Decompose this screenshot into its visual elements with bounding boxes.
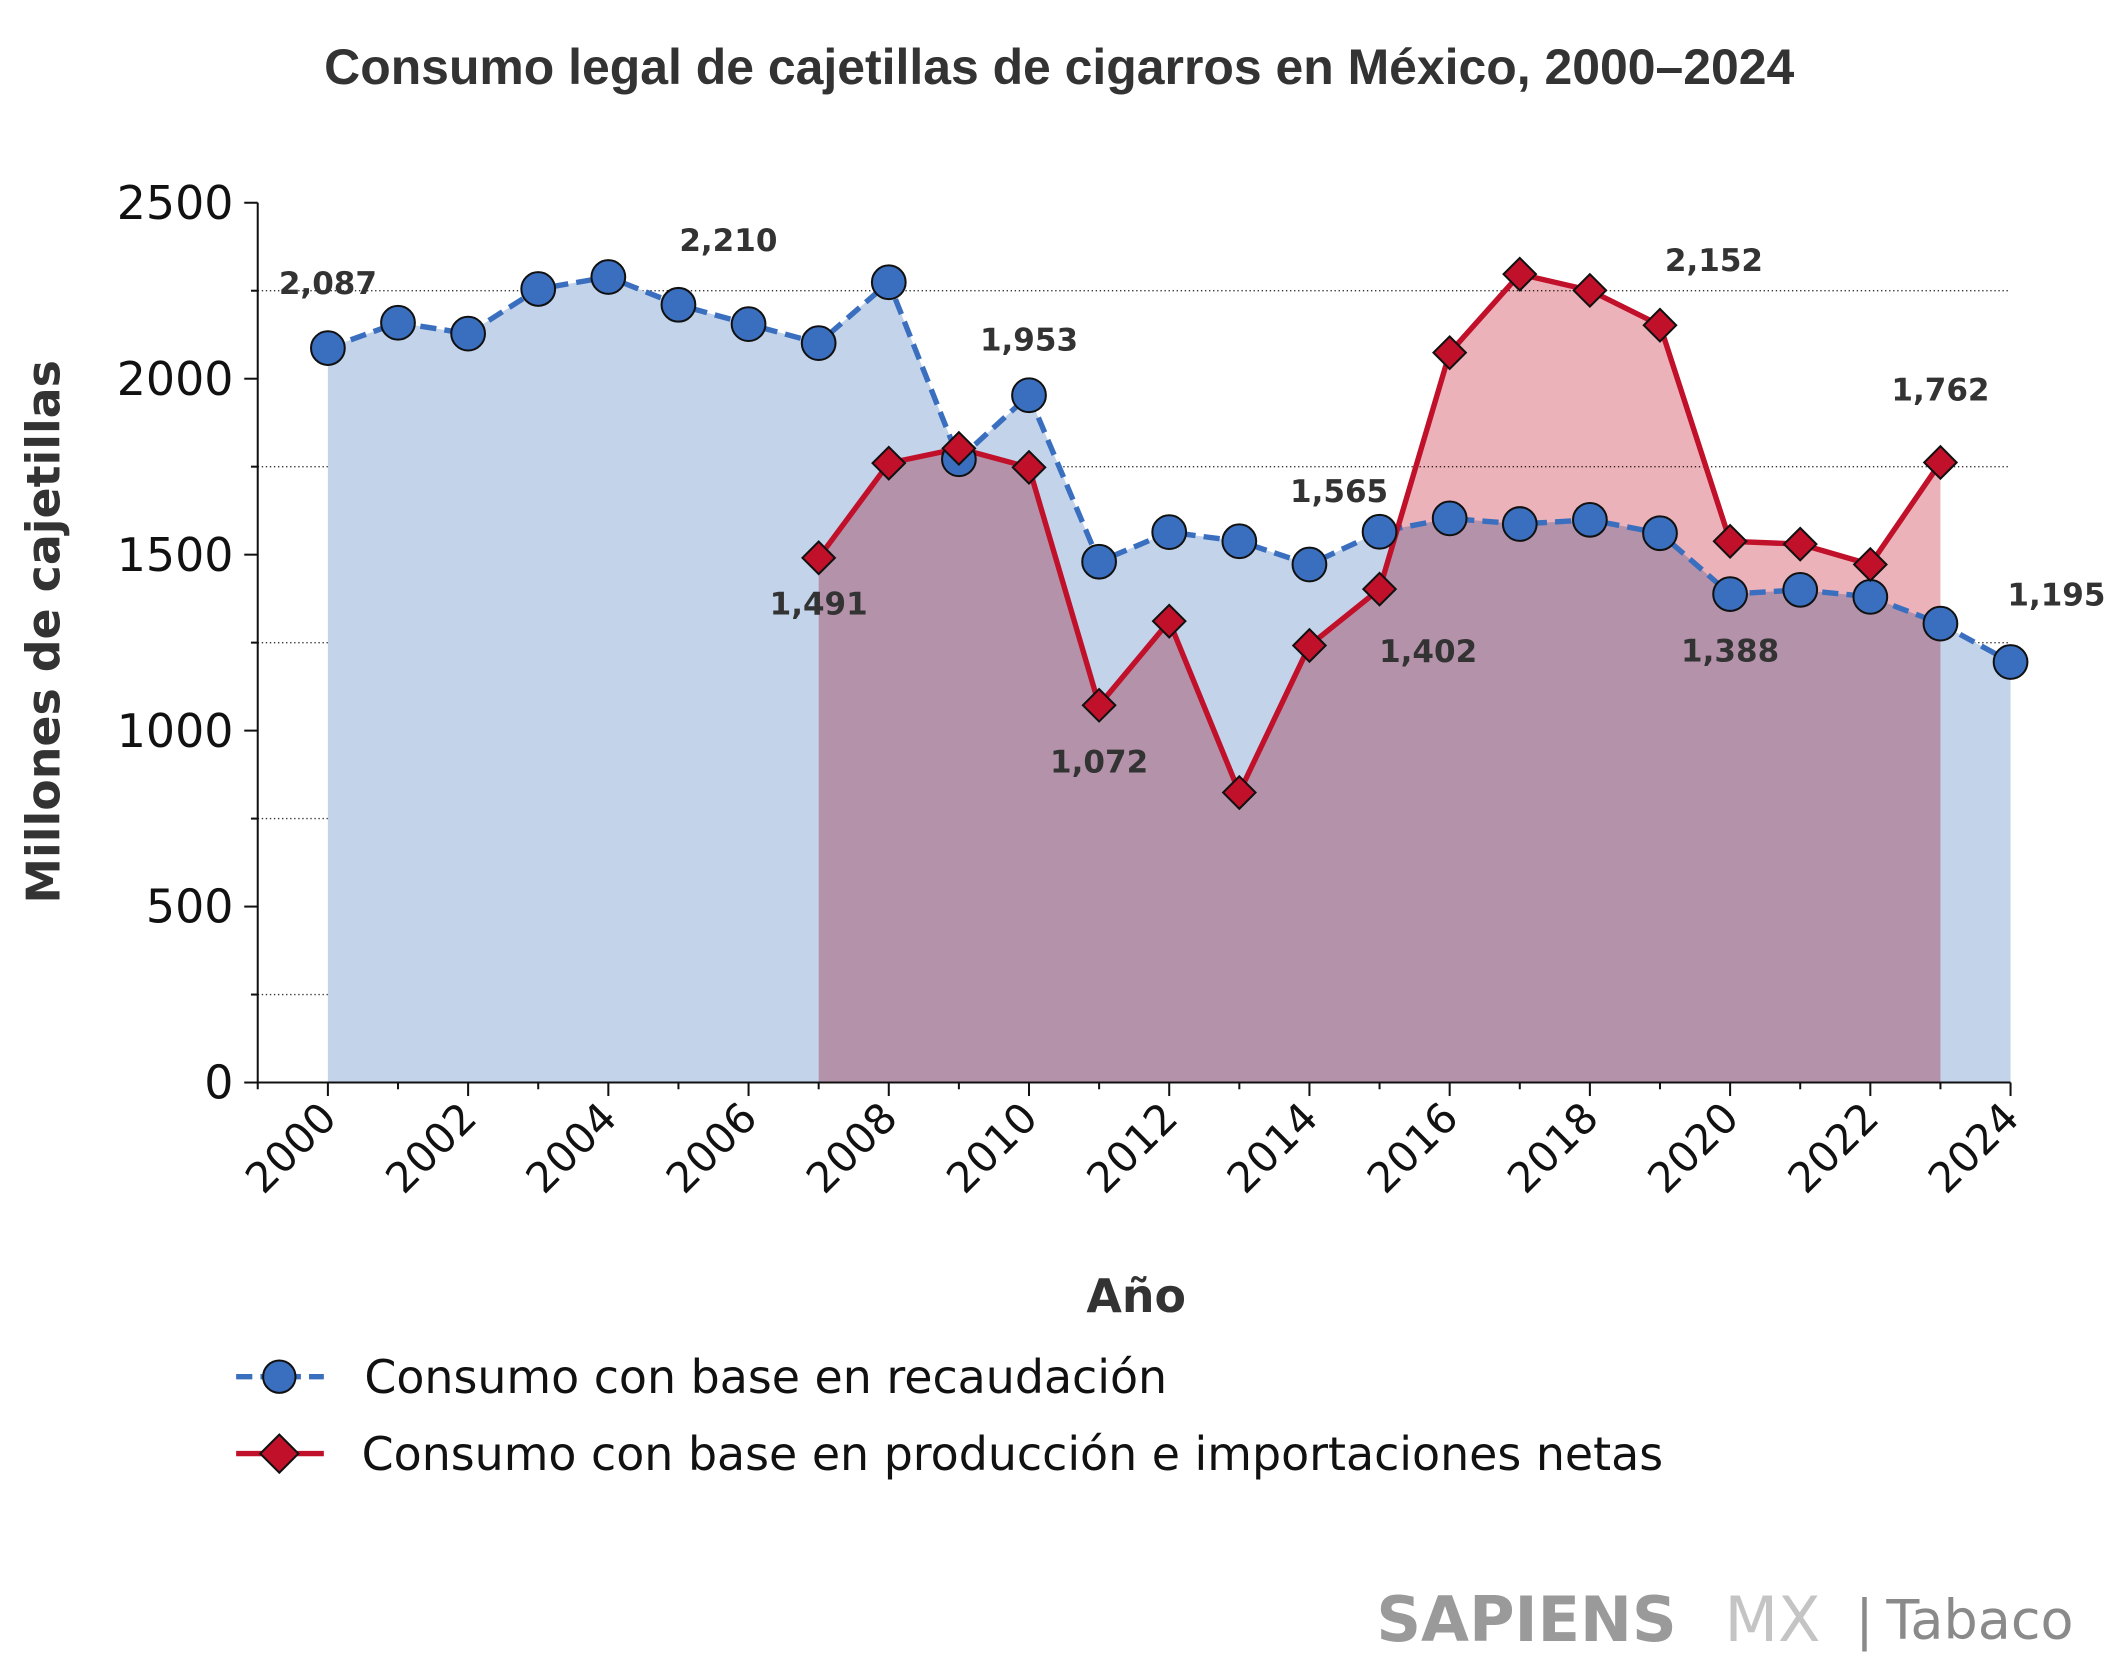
data-label: 1,072	[1050, 745, 1148, 781]
x-tick-label: 2010	[937, 1093, 1047, 1203]
y-tick-label: 2500	[117, 176, 234, 230]
point-recaudacion	[310, 330, 346, 366]
point-recaudacion	[730, 306, 767, 343]
point-produccion	[871, 445, 907, 481]
brand-mx: MX	[1724, 1583, 1820, 1655]
x-tick-label: 2002	[376, 1093, 486, 1203]
y-axis-label: Millones de cajetillas	[16, 360, 70, 903]
brand-separator: |	[1855, 1588, 1873, 1651]
point-produccion	[1572, 272, 1608, 309]
point-produccion	[1221, 774, 1257, 811]
point-produccion	[941, 430, 977, 467]
point-recaudacion	[1291, 546, 1328, 583]
point-produccion	[1081, 687, 1117, 723]
point-produccion	[1361, 571, 1398, 607]
y-tick-label: 1000	[117, 704, 234, 758]
x-tick-label: 2022	[1778, 1093, 1888, 1203]
point-recaudacion	[1221, 523, 1258, 560]
point-produccion	[1852, 546, 1888, 583]
y-tick-label: 500	[146, 880, 234, 934]
data-labels: 2,087 2,210 1,953 1,491 1,072 1,565 1,402 2,152…	[279, 223, 2105, 781]
data-label: 1,565	[1290, 474, 1388, 510]
legend-diamond-marker	[258, 1433, 300, 1475]
point-produccion	[1642, 307, 1678, 343]
x-tick-label: 2014	[1217, 1093, 1327, 1203]
data-label: 1,388	[1681, 634, 1779, 670]
point-produccion	[1922, 444, 1959, 481]
point-produccion	[1151, 603, 1187, 639]
point-recaudacion	[1572, 501, 1608, 538]
point-recaudacion	[450, 315, 486, 352]
point-recaudacion	[590, 259, 627, 295]
point-recaudacion	[1361, 513, 1398, 550]
data-label: 1,762	[1891, 372, 1989, 408]
x-tick-label: 2006	[657, 1093, 767, 1203]
brand-section: Tabaco	[1885, 1588, 2073, 1651]
point-recaudacion	[1431, 500, 1468, 537]
point-produccion	[1712, 523, 1748, 559]
x-tick-label: 2018	[1498, 1093, 1608, 1203]
x-tick-label: 2024	[1918, 1093, 2028, 1203]
point-recaudacion	[1852, 579, 1889, 615]
brand-logo: SAPIENS MX | Tabaco	[1376, 1583, 2073, 1655]
areas	[327, 274, 2011, 1083]
data-label: 1,491	[770, 586, 868, 622]
x-tick-label: 2012	[1077, 1093, 1187, 1203]
x-axis-label: Año	[1086, 1269, 1186, 1323]
data-label: 1,402	[1379, 634, 1477, 670]
point-recaudacion	[520, 271, 557, 307]
legend: Consumo con base en recaudación Consumo …	[236, 1350, 1663, 1481]
point-recaudacion	[1501, 506, 1538, 542]
data-label: 1,195	[2007, 577, 2105, 613]
x-tick-label: 2020	[1638, 1093, 1748, 1203]
y-tick-label: 0	[204, 1056, 233, 1110]
x-tick-label: 2000	[236, 1093, 346, 1203]
point-recaudacion	[1011, 377, 1047, 414]
point-recaudacion	[1712, 576, 1748, 612]
y-tick-label: 1500	[117, 528, 234, 582]
legend-label-produccion: Consumo con base en producción e importa…	[362, 1427, 1663, 1481]
series-markers	[310, 256, 2029, 811]
point-recaudacion	[1151, 514, 1188, 551]
data-label: 2,152	[1665, 243, 1763, 279]
brand-sapiens: SAPIENS	[1376, 1583, 1676, 1655]
point-recaudacion	[870, 264, 907, 301]
data-label: 2,087	[279, 266, 377, 302]
point-recaudacion	[1782, 571, 1819, 608]
point-recaudacion	[380, 304, 416, 341]
point-recaudacion	[1922, 605, 1959, 642]
legend-label-recaudacion: Consumo con base en recaudación	[364, 1350, 1167, 1404]
legend-circle-marker	[262, 1359, 297, 1394]
point-recaudacion	[660, 286, 697, 323]
data-label: 1,953	[980, 323, 1078, 359]
point-produccion	[1502, 256, 1538, 292]
point-recaudacion	[800, 325, 837, 362]
point-produccion	[1432, 335, 1468, 371]
point-produccion	[1011, 449, 1047, 486]
chart-title: Consumo legal de cajetillas de cigarros …	[324, 39, 1794, 95]
point-recaudacion	[1642, 515, 1678, 552]
point-produccion	[801, 540, 837, 576]
area-1	[818, 274, 1941, 1083]
x-tick-label: 2004	[516, 1093, 626, 1203]
point-recaudacion	[1992, 644, 2029, 680]
data-label: 2,210	[679, 223, 777, 259]
point-produccion	[1291, 627, 1328, 664]
point-produccion	[1782, 526, 1818, 562]
y-tick-label: 2000	[117, 352, 234, 406]
x-tick-label: 2008	[797, 1093, 907, 1203]
point-recaudacion	[1081, 543, 1117, 580]
x-tick-label: 2016	[1358, 1093, 1468, 1203]
